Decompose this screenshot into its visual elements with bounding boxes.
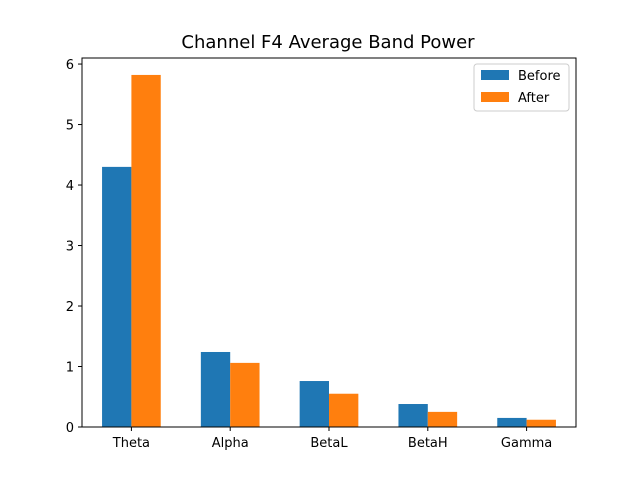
- y-tick-label: 4: [66, 179, 74, 194]
- bar-after-alpha: [230, 362, 260, 427]
- x-tick-label-betal: BetaL: [310, 436, 348, 451]
- x-tick-label-betah: BetaH: [408, 436, 448, 451]
- bar-before-alpha: [200, 351, 231, 427]
- y-tick-label: 6: [66, 58, 74, 73]
- bar-before-betah: [398, 404, 428, 427]
- bar-after-betal: [329, 393, 359, 427]
- y-tick-label: 2: [66, 300, 74, 315]
- y-tick-label: 1: [66, 361, 74, 376]
- bar-before-gamma: [497, 417, 527, 427]
- bar-after-theta: [131, 74, 161, 427]
- legend-swatch-before: [481, 70, 509, 80]
- legend-label-after: After: [518, 91, 550, 106]
- x-tick-label-theta: Theta: [112, 436, 150, 451]
- plot-frame: [81, 57, 577, 428]
- y-axis: 0 1 2 3 4 5 6: [66, 58, 82, 436]
- x-tick-label-alpha: Alpha: [212, 436, 249, 451]
- legend: Before After: [473, 63, 570, 112]
- x-tick-label-gamma: Gamma: [501, 436, 552, 451]
- bar-before-betal: [299, 381, 329, 427]
- y-tick-label: 3: [66, 240, 74, 255]
- chart-title: Channel F4 Average Band Power: [181, 32, 475, 53]
- bar-before-theta: [102, 166, 132, 427]
- bars: [102, 74, 556, 427]
- bar-after-betah: [427, 411, 458, 427]
- legend-label-before: Before: [518, 69, 561, 84]
- x-axis: Theta Alpha BetaL BetaH Gamma: [112, 427, 552, 451]
- legend-swatch-after: [481, 92, 509, 102]
- bar-after-gamma: [526, 419, 556, 427]
- y-tick-label: 0: [66, 421, 74, 436]
- y-tick-label: 5: [66, 119, 74, 134]
